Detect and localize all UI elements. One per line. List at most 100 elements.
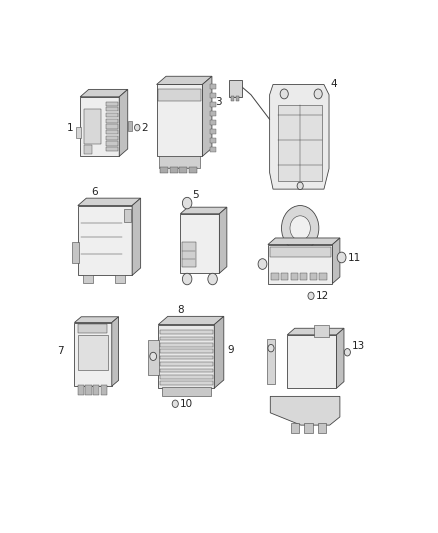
Bar	[78, 324, 107, 333]
Text: 9: 9	[227, 345, 234, 355]
Text: 1: 1	[67, 123, 73, 133]
Text: 8: 8	[177, 305, 184, 315]
Text: 12: 12	[315, 291, 328, 301]
Text: 7: 7	[57, 346, 64, 356]
Circle shape	[314, 89, 322, 99]
Polygon shape	[268, 238, 340, 245]
Bar	[106, 136, 117, 140]
Polygon shape	[180, 207, 227, 214]
Text: 11: 11	[347, 253, 360, 263]
Bar	[271, 273, 279, 280]
Bar	[318, 423, 326, 433]
Circle shape	[297, 182, 303, 190]
Bar	[210, 93, 216, 98]
Circle shape	[150, 352, 156, 360]
Polygon shape	[287, 328, 344, 335]
Bar	[210, 111, 216, 116]
Bar	[101, 385, 107, 395]
Polygon shape	[80, 97, 119, 156]
Bar	[319, 273, 327, 280]
Circle shape	[280, 89, 288, 99]
Text: 2: 2	[141, 123, 148, 133]
Bar	[158, 88, 201, 101]
Polygon shape	[119, 90, 128, 156]
Bar	[170, 166, 177, 173]
Bar	[160, 375, 212, 378]
Polygon shape	[202, 76, 212, 156]
Bar	[84, 145, 92, 154]
Bar	[160, 350, 212, 353]
Bar	[210, 102, 216, 107]
Circle shape	[308, 292, 314, 300]
Circle shape	[172, 400, 178, 407]
Bar	[93, 385, 99, 395]
Bar	[83, 274, 93, 282]
Text: 5: 5	[193, 190, 199, 200]
Bar	[78, 335, 108, 370]
Polygon shape	[214, 317, 224, 388]
Bar	[160, 362, 212, 366]
Polygon shape	[180, 214, 219, 273]
Circle shape	[258, 259, 267, 269]
Bar	[160, 369, 212, 372]
Bar	[210, 138, 216, 143]
Polygon shape	[287, 335, 336, 388]
Polygon shape	[336, 328, 344, 388]
Text: 6: 6	[91, 187, 97, 197]
Bar	[210, 120, 216, 125]
Bar	[189, 166, 197, 173]
Circle shape	[182, 273, 192, 285]
Bar	[106, 141, 117, 146]
Polygon shape	[270, 397, 340, 425]
Bar	[310, 273, 317, 280]
Polygon shape	[156, 84, 202, 156]
Bar	[180, 166, 187, 173]
Polygon shape	[132, 198, 141, 276]
Circle shape	[337, 252, 346, 263]
Bar	[314, 325, 329, 337]
Circle shape	[268, 344, 274, 352]
Bar	[78, 385, 84, 395]
Polygon shape	[158, 325, 214, 388]
Bar	[229, 80, 243, 97]
Bar	[300, 273, 307, 280]
Bar	[210, 147, 216, 152]
Bar	[304, 423, 313, 433]
Text: 10: 10	[180, 399, 193, 409]
Bar	[106, 124, 117, 128]
Bar	[159, 156, 200, 168]
Bar	[128, 121, 132, 131]
Bar	[230, 96, 234, 101]
Bar	[85, 385, 92, 395]
Text: 3: 3	[215, 98, 222, 108]
Bar	[236, 96, 239, 101]
Circle shape	[208, 273, 217, 285]
Bar	[76, 127, 81, 139]
Bar	[106, 130, 117, 134]
Bar	[160, 337, 212, 340]
Bar	[148, 341, 159, 375]
Text: 4: 4	[331, 79, 337, 90]
Polygon shape	[158, 317, 224, 325]
Bar	[278, 105, 322, 181]
Polygon shape	[270, 84, 329, 189]
Polygon shape	[80, 90, 128, 97]
Polygon shape	[74, 317, 119, 322]
Bar	[160, 330, 212, 334]
Bar	[106, 147, 117, 151]
Bar	[267, 339, 276, 384]
Bar	[160, 382, 212, 385]
Bar	[210, 128, 216, 134]
Bar	[84, 109, 101, 144]
Bar	[106, 119, 117, 123]
Bar	[106, 113, 117, 117]
Polygon shape	[268, 245, 332, 284]
Polygon shape	[112, 317, 119, 386]
Polygon shape	[332, 238, 340, 284]
Bar	[160, 343, 212, 346]
Circle shape	[344, 349, 350, 356]
Polygon shape	[78, 198, 141, 206]
Bar	[160, 356, 212, 359]
Circle shape	[290, 216, 311, 240]
Polygon shape	[219, 207, 227, 273]
